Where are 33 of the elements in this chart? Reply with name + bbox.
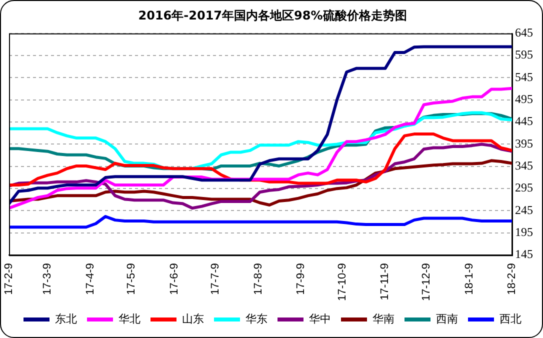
x-tick-label: 17-8-9: [252, 263, 264, 295]
x-tick-label: 18-1-9: [463, 263, 476, 295]
y-tick-label: 195: [515, 225, 533, 240]
legend-label: 华东: [246, 312, 268, 326]
x-tick-label: 18-2-9: [506, 263, 518, 295]
legend-label: 华中: [309, 312, 331, 326]
x-tick-label: 17-11-9: [379, 263, 392, 300]
x-tick-label: 17-3-9: [42, 263, 54, 295]
x-tick-label: 17-7-9: [210, 263, 222, 295]
chart-title: 2016年-2017年国内各地区98%硫酸价格走势图: [138, 8, 407, 22]
legend-label: 山东: [182, 312, 204, 326]
legend-label: 西北: [500, 312, 522, 326]
x-tick-label: 17-6-9: [168, 263, 180, 295]
y-tick-label: 495: [515, 92, 533, 106]
y-tick-label: 645: [515, 26, 533, 40]
x-tick-label: 17-5-9: [126, 263, 138, 295]
x-tick-label: 17-2-9: [3, 263, 16, 295]
y-tick-label: 395: [515, 136, 533, 150]
legend-label: 东北: [55, 312, 77, 326]
legend-label: 华北: [118, 312, 140, 326]
legend-label: 西南: [436, 312, 458, 326]
x-tick-label: 17-4-9: [84, 263, 96, 295]
x-tick-label: 17-12-9: [420, 263, 433, 302]
y-tick-label: 595: [515, 48, 533, 62]
y-tick-label: 445: [515, 114, 533, 128]
x-tick-label: 17-10-9: [336, 263, 349, 302]
y-tick-label: 295: [515, 180, 533, 195]
x-tick-label: 17-9-9: [295, 263, 308, 295]
y-tick-label: 545: [515, 70, 533, 84]
y-tick-label: 245: [515, 202, 533, 217]
y-tick-label: 345: [515, 158, 533, 173]
y-tick-label: 145: [515, 247, 533, 262]
legend-label: 华南: [372, 312, 394, 326]
